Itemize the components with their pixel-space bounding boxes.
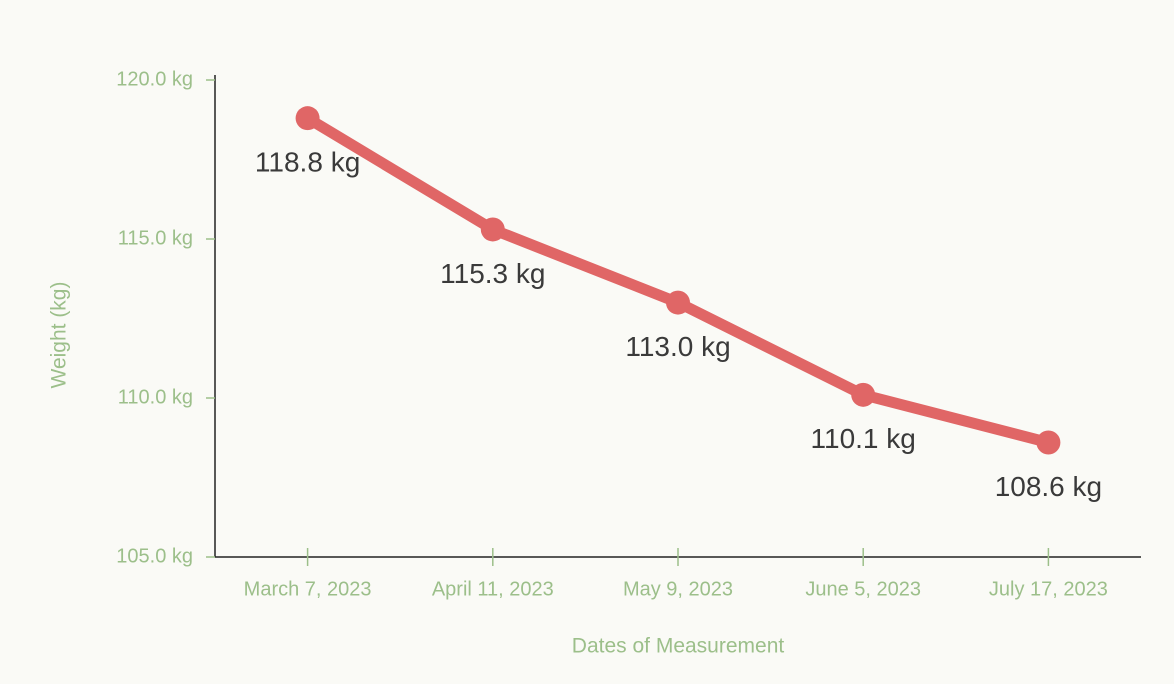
data-label: 113.0 kg <box>625 331 730 362</box>
data-point <box>480 217 505 242</box>
data-point <box>295 106 320 131</box>
data-point <box>851 382 876 407</box>
x-tick-label: July 17, 2023 <box>989 578 1108 600</box>
y-tick-label: 115.0 kg <box>118 227 193 249</box>
x-tick-label: March 7, 2023 <box>244 578 372 600</box>
x-tick-label: April 11, 2023 <box>432 578 554 600</box>
data-point <box>666 290 690 315</box>
data-label: 118.8 kg <box>255 147 360 178</box>
x-tick-label: June 5, 2023 <box>805 578 921 600</box>
data-point <box>1036 430 1061 455</box>
y-axis-title: Weight (kg) <box>48 282 71 389</box>
data-label: 110.1 kg <box>811 423 916 454</box>
y-tick-label: 110.0 kg <box>118 386 193 408</box>
data-label: 108.6 kg <box>995 471 1102 502</box>
y-tick-label: 120.0 kg <box>116 68 193 90</box>
y-tick-label: 105.0 kg <box>116 545 193 567</box>
data-label: 115.3 kg <box>440 258 545 289</box>
x-axis-title: Dates of Measurement <box>572 635 785 658</box>
x-tick-label: May 9, 2023 <box>623 578 733 600</box>
